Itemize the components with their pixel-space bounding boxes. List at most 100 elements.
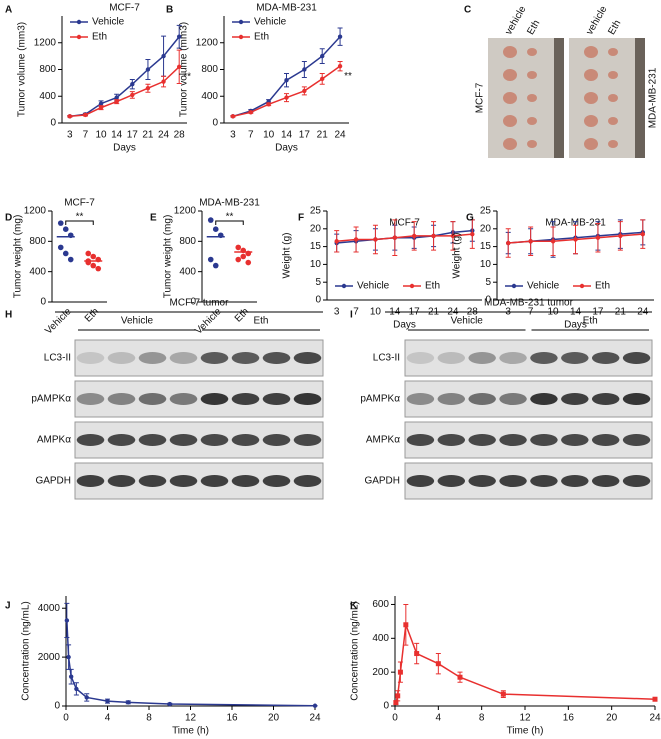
legend-marker — [511, 283, 517, 289]
x-tick-label: Eth — [83, 306, 101, 324]
row-label: MDA-MB-231 — [648, 67, 659, 128]
x-axis-label: Days — [113, 143, 136, 154]
point — [62, 226, 69, 232]
band — [499, 434, 527, 446]
x-tick-label: 14 — [111, 130, 123, 141]
tumor — [527, 71, 537, 79]
panel-label: H — [5, 310, 12, 321]
point — [95, 265, 102, 272]
panel-label: D — [5, 213, 12, 224]
x-tick-label: 12 — [185, 713, 197, 724]
band — [262, 475, 291, 487]
chart-title: MCF-7 — [64, 198, 95, 209]
y-tick-label: 5 — [485, 277, 491, 288]
y-axis-label: Tumor weight (mg) — [163, 215, 174, 299]
y-tick-label: 1200 — [34, 37, 57, 48]
tumor — [503, 138, 517, 150]
series-line — [336, 229, 473, 244]
point — [67, 114, 73, 119]
tumor — [608, 48, 618, 56]
legend-label: Eth — [254, 32, 269, 43]
point — [393, 700, 399, 706]
y-tick-label: 0 — [50, 118, 56, 129]
band — [468, 393, 496, 405]
y-tick-label: 10 — [480, 259, 492, 270]
tumor — [608, 94, 618, 102]
band — [622, 352, 651, 364]
point — [57, 244, 64, 251]
blot-title: MCF-7 tumor — [170, 298, 230, 309]
y-tick-label: 0 — [315, 295, 321, 306]
x-tick-label: 21 — [317, 130, 329, 141]
point — [302, 88, 307, 94]
point — [98, 101, 104, 106]
tumor — [608, 117, 618, 125]
y-tick-label: 2000 — [38, 652, 61, 663]
y-tick-label: 0 — [54, 701, 60, 712]
point — [66, 654, 71, 660]
x-tick-label: 16 — [226, 713, 238, 724]
band — [107, 475, 136, 487]
legend-label: Vehicle — [527, 281, 560, 292]
y-tick-label: 25 — [480, 206, 492, 217]
y-tick-label: 800 — [29, 236, 46, 247]
x-tick-label: Eth — [233, 306, 251, 324]
band — [468, 352, 496, 364]
legend-marker — [409, 283, 415, 289]
point — [207, 256, 214, 263]
y-tick-label: 0 — [383, 701, 389, 712]
point — [105, 698, 110, 704]
band — [293, 475, 322, 487]
x-tick-label: 17 — [127, 130, 139, 141]
group-label: Eth — [583, 316, 598, 327]
series-line — [395, 624, 656, 703]
y-tick-label: 0 — [190, 297, 196, 308]
legend-label: Eth — [595, 281, 610, 292]
legend-label: Vehicle — [254, 17, 287, 28]
x-tick-label: 24 — [335, 130, 347, 141]
y-axis-label: Weight (g) — [282, 233, 293, 279]
x-tick-label: 14 — [281, 130, 293, 141]
y-tick-label: 400 — [179, 266, 196, 277]
point — [74, 686, 79, 692]
group-label: Vehicle — [121, 316, 154, 327]
band — [561, 434, 589, 446]
y-tick-label: 400 — [372, 633, 389, 644]
point — [83, 112, 88, 118]
row-label: LC3-II — [373, 353, 400, 364]
point — [334, 239, 339, 244]
row-label: GAPDH — [35, 476, 71, 487]
band — [468, 475, 496, 487]
x-tick-label: 24 — [309, 713, 321, 724]
tumor — [503, 92, 517, 104]
point — [176, 34, 182, 39]
point — [161, 53, 166, 59]
band — [231, 434, 260, 446]
point — [161, 79, 166, 84]
x-tick-label: 10 — [370, 307, 382, 318]
band — [293, 393, 322, 405]
point — [470, 231, 475, 237]
x-tick-label: 3 — [67, 130, 73, 141]
band — [76, 434, 105, 446]
x-tick-label: 4 — [436, 713, 442, 724]
point — [67, 256, 74, 263]
y-tick-label: 20 — [310, 223, 322, 234]
band — [76, 475, 105, 487]
y-axis-label: Tumor volume (mm3) — [179, 22, 190, 117]
tumor — [584, 92, 598, 104]
y-tick-label: 0 — [40, 297, 46, 308]
point — [403, 622, 409, 628]
x-tick-label: 8 — [479, 713, 485, 724]
significance-bracket — [65, 220, 94, 225]
point — [266, 102, 271, 107]
y-tick-label: 800 — [201, 64, 218, 75]
tumor — [527, 48, 537, 56]
point — [506, 240, 511, 246]
panel-label: F — [298, 213, 304, 224]
band — [499, 393, 527, 405]
x-tick-label: 28 — [174, 130, 186, 141]
point — [235, 256, 242, 263]
band — [530, 352, 558, 364]
